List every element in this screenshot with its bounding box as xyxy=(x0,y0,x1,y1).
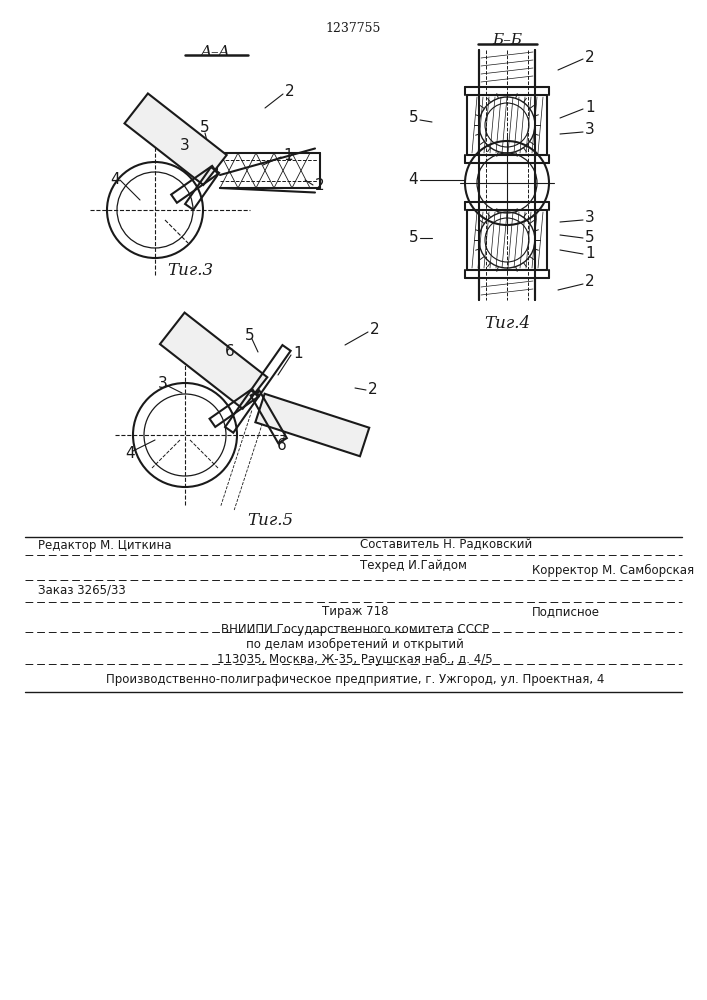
Text: 3: 3 xyxy=(180,137,190,152)
Text: Составитель Н. Радковский: Составитель Н. Радковский xyxy=(360,538,532,552)
Text: 5: 5 xyxy=(409,110,418,125)
Text: 5: 5 xyxy=(409,231,418,245)
Text: Корректор М. Самборская: Корректор М. Самборская xyxy=(532,563,694,577)
Text: 5: 5 xyxy=(245,328,255,342)
Polygon shape xyxy=(255,394,369,456)
Text: Производственно-полиграфическое предприятие, г. Ужгород, ул. Проектная, 4: Производственно-полиграфическое предприя… xyxy=(106,674,604,686)
Text: 2: 2 xyxy=(315,178,325,192)
Text: 1: 1 xyxy=(283,147,293,162)
Text: A–A: A–A xyxy=(200,45,230,59)
Text: Τиг.4: Τиг.4 xyxy=(484,315,530,332)
Text: Техред И.Гайдом: Техред И.Гайдом xyxy=(360,558,467,572)
Text: 5: 5 xyxy=(585,231,595,245)
Text: Редактор М. Циткина: Редактор М. Циткина xyxy=(38,538,172,552)
Text: Заказ 3265/33: Заказ 3265/33 xyxy=(38,584,126,596)
Text: по делам изобретений и открытий: по делам изобретений и открытий xyxy=(246,637,464,651)
Text: 3: 3 xyxy=(585,122,595,137)
Text: 6: 6 xyxy=(225,344,235,360)
Text: 2: 2 xyxy=(370,322,380,338)
Text: 4: 4 xyxy=(409,172,418,188)
Text: 1: 1 xyxy=(585,100,595,114)
Text: 113035, Москва, Ж-35, Раушская наб., д. 4/5: 113035, Москва, Ж-35, Раушская наб., д. … xyxy=(217,652,493,666)
Polygon shape xyxy=(124,93,227,185)
Text: Подписное: Подписное xyxy=(532,605,600,618)
Text: ВНИИПИ Государственного комитета СССР: ВНИИПИ Государственного комитета СССР xyxy=(221,622,489,636)
Text: 1: 1 xyxy=(293,346,303,360)
Text: Τиг.3: Τиг.3 xyxy=(167,262,213,279)
Text: 2: 2 xyxy=(285,85,295,100)
Text: 1: 1 xyxy=(585,246,595,261)
Text: Тираж 718: Тираж 718 xyxy=(322,605,388,618)
Polygon shape xyxy=(160,313,267,409)
Text: 2: 2 xyxy=(585,49,595,64)
Text: 2: 2 xyxy=(368,382,378,397)
Text: Τиг.5: Τиг.5 xyxy=(247,512,293,529)
Text: 2: 2 xyxy=(585,274,595,290)
Text: 4: 4 xyxy=(125,446,135,460)
Text: 3: 3 xyxy=(158,375,168,390)
Text: 4: 4 xyxy=(110,172,119,188)
Text: 1237755: 1237755 xyxy=(325,22,380,35)
Text: Б–Б: Б–Б xyxy=(492,33,522,47)
Text: 6: 6 xyxy=(277,438,287,452)
Text: 5: 5 xyxy=(200,120,210,135)
Text: 3: 3 xyxy=(585,211,595,226)
